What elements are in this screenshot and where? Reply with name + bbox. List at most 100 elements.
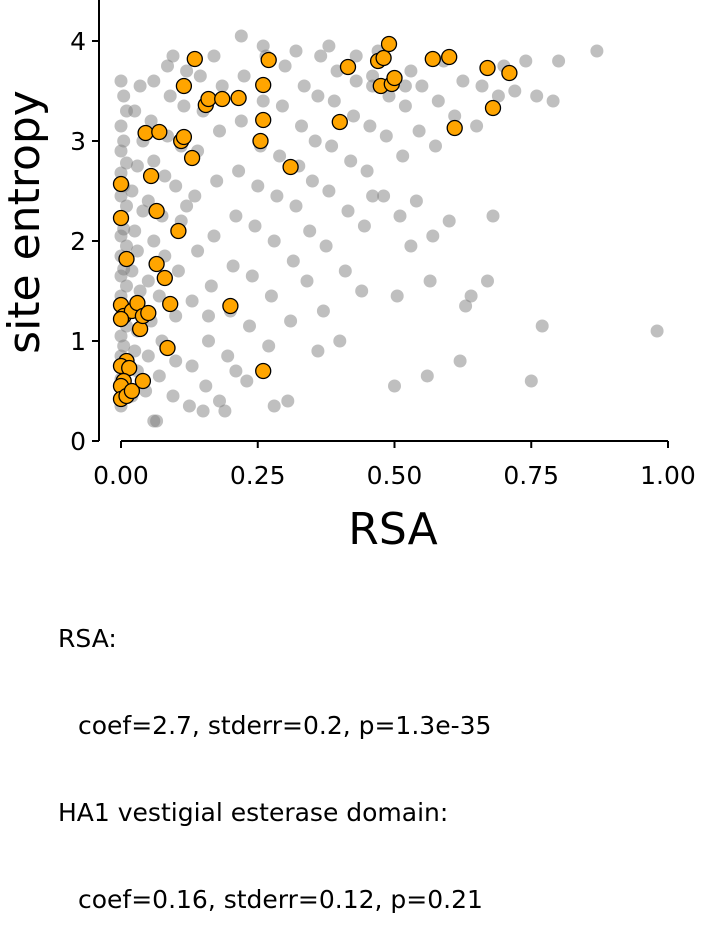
x-tick-label: 0.75 bbox=[503, 461, 559, 490]
gray-point bbox=[311, 344, 325, 358]
gray-point bbox=[300, 274, 314, 288]
gray-point bbox=[357, 219, 371, 233]
gray-point bbox=[147, 74, 161, 88]
gray-point bbox=[409, 194, 423, 208]
gray-point bbox=[327, 94, 341, 108]
orange-point bbox=[170, 222, 187, 240]
gray-point bbox=[245, 269, 259, 283]
orange-point bbox=[118, 250, 135, 268]
gray-point bbox=[303, 224, 317, 238]
gray-point bbox=[202, 309, 215, 323]
orange-point bbox=[441, 48, 458, 66]
orange-point bbox=[123, 382, 141, 400]
gray-point bbox=[366, 69, 380, 83]
gray-point bbox=[147, 154, 161, 168]
x-ticks: 0.00 0.25 0.50 0.75 1.00 bbox=[93, 441, 696, 490]
gray-point bbox=[508, 84, 522, 98]
gray-point bbox=[191, 244, 205, 258]
gray-point bbox=[169, 309, 183, 323]
gray-point bbox=[256, 39, 270, 53]
gray-point bbox=[347, 109, 360, 123]
gray-point bbox=[267, 399, 281, 413]
gray-point bbox=[215, 79, 229, 93]
orange-point bbox=[282, 158, 299, 176]
gray-point bbox=[180, 199, 194, 213]
gray-point bbox=[470, 119, 484, 133]
gray-point bbox=[141, 349, 155, 363]
y-tick-label: 4 bbox=[70, 27, 86, 56]
y-axis-label: site entropy bbox=[0, 90, 50, 354]
gray-point bbox=[393, 209, 407, 223]
orange-point bbox=[255, 111, 272, 129]
gray-point bbox=[120, 156, 133, 170]
gray-point bbox=[273, 149, 287, 163]
stats-rsa-header: RSA: bbox=[58, 624, 117, 653]
gray-point bbox=[404, 64, 418, 78]
gray-point bbox=[141, 194, 155, 208]
orange-point bbox=[162, 295, 179, 313]
gray-point bbox=[136, 204, 150, 218]
gray-point bbox=[426, 229, 440, 243]
orange-point bbox=[175, 128, 193, 146]
orange-point bbox=[501, 64, 518, 82]
gray-point bbox=[171, 264, 185, 278]
gray-point bbox=[308, 134, 322, 148]
x-tick-label: 0.00 bbox=[93, 461, 149, 490]
gray-point bbox=[305, 174, 319, 188]
gray-point bbox=[379, 129, 393, 143]
gray-point bbox=[232, 164, 246, 178]
orange-point bbox=[331, 113, 348, 131]
gray-point bbox=[114, 329, 128, 343]
orange-point bbox=[137, 124, 154, 142]
gray-point bbox=[130, 244, 144, 258]
orange-point bbox=[112, 175, 130, 193]
gray-point bbox=[158, 169, 172, 183]
gray-point bbox=[267, 234, 281, 248]
gray-point bbox=[185, 294, 199, 308]
stats-domain-header: HA1 vestigial esterase domain: bbox=[58, 798, 449, 827]
y-tick-label: 3 bbox=[70, 127, 86, 156]
gray-point bbox=[322, 184, 336, 198]
gray-point bbox=[415, 79, 429, 93]
gray-point bbox=[382, 89, 396, 103]
gray-point bbox=[341, 204, 355, 218]
gray-point bbox=[404, 239, 418, 253]
gray-point bbox=[377, 189, 391, 203]
regression-stats: RSA: coef=2.7, stderr=0.2, p=1.3e-35 HA1… bbox=[58, 566, 491, 943]
gray-point bbox=[166, 49, 180, 63]
gray-point bbox=[196, 404, 210, 418]
gray-point bbox=[248, 219, 262, 233]
gray-point bbox=[163, 89, 177, 103]
gray-point bbox=[338, 264, 352, 278]
gray-point bbox=[229, 364, 243, 378]
gray-point bbox=[289, 199, 303, 213]
x-tick-label: 0.50 bbox=[367, 461, 423, 490]
gray-point bbox=[207, 229, 221, 243]
gray-point bbox=[229, 209, 243, 223]
gray-point bbox=[355, 284, 369, 298]
gray-point bbox=[453, 354, 467, 368]
gray-point bbox=[210, 174, 224, 188]
gray-point bbox=[166, 389, 180, 403]
x-axis-label: RSA bbox=[348, 504, 437, 555]
gray-point bbox=[429, 139, 442, 153]
gray-series bbox=[114, 29, 664, 428]
gray-point bbox=[125, 264, 139, 278]
gray-point bbox=[188, 189, 202, 203]
gray-point bbox=[128, 344, 142, 358]
gray-point bbox=[590, 44, 604, 58]
orange-point bbox=[112, 310, 130, 328]
gray-point bbox=[218, 404, 232, 418]
x-tick-label: 0.25 bbox=[230, 461, 286, 490]
y-tick-label: 1 bbox=[70, 327, 86, 356]
gray-point bbox=[297, 79, 311, 93]
gray-point bbox=[388, 379, 401, 393]
gray-point bbox=[366, 189, 380, 203]
gray-point bbox=[275, 99, 289, 113]
orange-point bbox=[446, 119, 463, 137]
gray-point bbox=[264, 289, 278, 303]
gray-point bbox=[281, 394, 295, 408]
gray-point bbox=[349, 74, 363, 88]
gray-point bbox=[202, 334, 215, 348]
gray-point bbox=[316, 304, 330, 318]
